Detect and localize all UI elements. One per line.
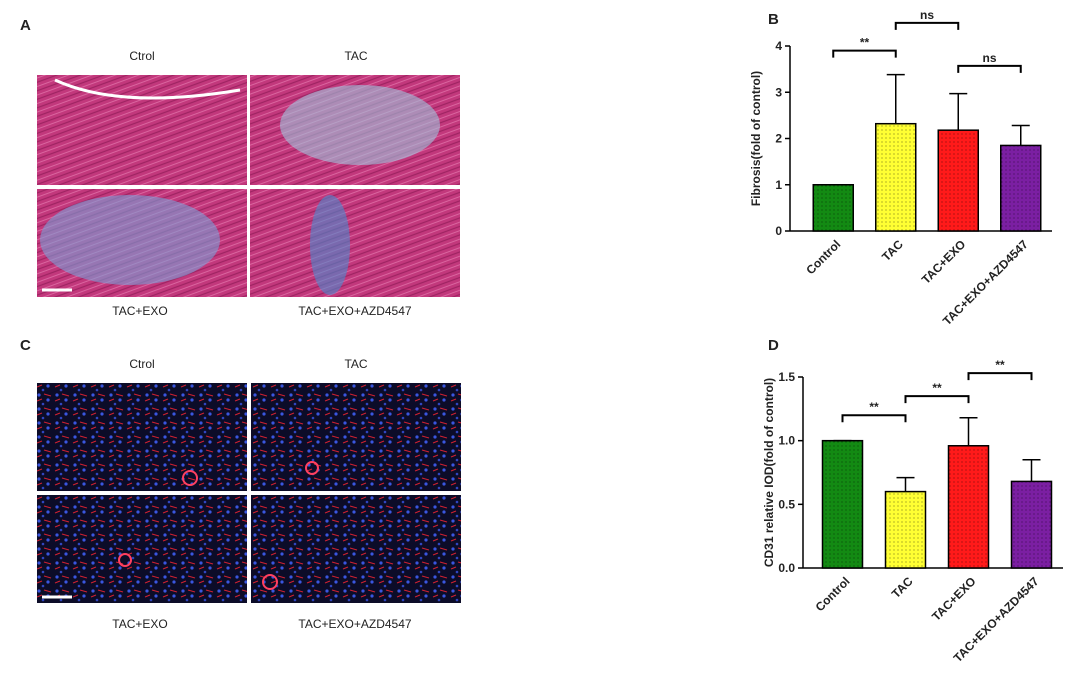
bar-texture bbox=[885, 491, 926, 568]
image-label: TAC bbox=[344, 357, 367, 371]
y-tick-label: 0 bbox=[775, 224, 782, 238]
x-tick-label: TAC bbox=[879, 237, 906, 264]
panel-letter: D bbox=[768, 337, 779, 354]
image-label: TAC bbox=[344, 49, 367, 63]
panel-letter: B bbox=[768, 11, 779, 28]
bar-texture bbox=[1011, 481, 1052, 568]
y-tick-label: 2 bbox=[775, 132, 782, 146]
error-bar bbox=[959, 416, 978, 446]
immunofluorescence-panel bbox=[37, 383, 461, 603]
y-tick-label: 1 bbox=[775, 178, 782, 192]
y-tick-label: 4 bbox=[775, 39, 782, 53]
significance-bracket bbox=[894, 21, 960, 30]
y-tick-label: 1.0 bbox=[778, 434, 795, 448]
image-label: TAC+EXO bbox=[112, 304, 167, 318]
significance-label: ns bbox=[920, 8, 934, 22]
histology-panel bbox=[37, 75, 460, 297]
significance-bracket bbox=[832, 49, 897, 58]
error-bar bbox=[949, 92, 968, 131]
bar-texture bbox=[822, 440, 863, 568]
y-tick-label: 0.5 bbox=[778, 497, 795, 511]
y-axis-label: CD31 relative IOD(fold of control) bbox=[762, 378, 776, 567]
significance-label: ns bbox=[982, 51, 996, 65]
bar-texture bbox=[938, 130, 979, 231]
bar-texture bbox=[875, 123, 916, 231]
significance-label: ** bbox=[932, 381, 942, 395]
significance-bracket bbox=[904, 395, 970, 404]
image-label: Ctrol bbox=[129, 49, 154, 63]
significance-label: ** bbox=[995, 358, 1005, 372]
error-bar bbox=[886, 73, 905, 124]
error-bar bbox=[1011, 124, 1030, 146]
y-axis-label: Fibrosis(fold of control) bbox=[749, 71, 763, 206]
x-tick-label: Control bbox=[813, 574, 853, 614]
significance-label: ** bbox=[860, 36, 870, 50]
x-tick-label: TAC+EXO bbox=[919, 237, 969, 287]
image-label: TAC+EXO bbox=[112, 617, 167, 631]
panel-letter: C bbox=[20, 337, 31, 354]
y-tick-label: 3 bbox=[775, 85, 782, 99]
significance-bracket bbox=[841, 414, 907, 423]
image-label: Ctrol bbox=[129, 357, 154, 371]
significance-bracket bbox=[967, 372, 1033, 381]
x-tick-label: TAC+EXO bbox=[929, 574, 979, 624]
x-tick-label: Control bbox=[803, 237, 843, 277]
bar-texture bbox=[948, 445, 989, 568]
image-label: TAC+EXO+AZD4547 bbox=[298, 304, 411, 318]
bar-texture bbox=[813, 184, 854, 231]
significance-label: ** bbox=[869, 400, 879, 414]
y-tick-label: 1.5 bbox=[778, 370, 795, 384]
x-tick-label: TAC bbox=[889, 574, 916, 601]
panel-letter: A bbox=[20, 17, 31, 34]
y-tick-label: 0.0 bbox=[778, 561, 795, 575]
image-label: TAC+EXO+AZD4547 bbox=[298, 617, 411, 631]
error-bar bbox=[1022, 459, 1041, 482]
significance-bracket bbox=[957, 64, 1022, 73]
error-bar bbox=[896, 476, 915, 492]
bar-texture bbox=[1000, 145, 1041, 231]
